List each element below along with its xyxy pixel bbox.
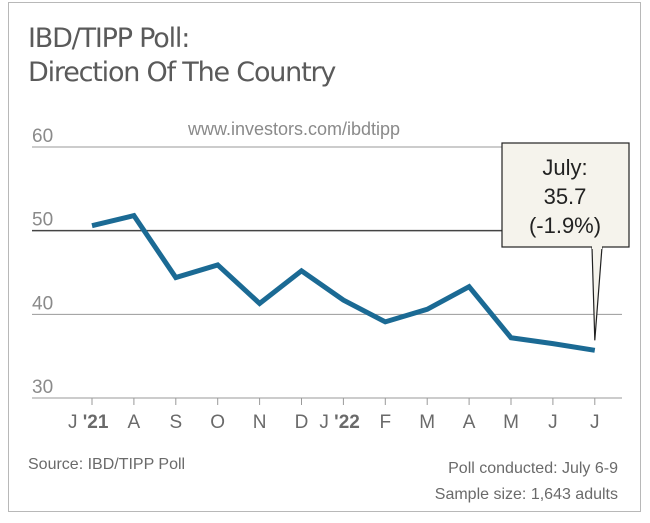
- source-note: Source: IBD/TIPP Poll: [28, 456, 186, 473]
- poll-conducted: Poll conducted: July 6-9: [448, 460, 618, 477]
- x-tick-label: J: [590, 412, 600, 433]
- annotation-callout: July: 35.7 (-1.9%): [501, 142, 630, 341]
- x-tick-label: S: [169, 412, 182, 433]
- callout-line-2: 35.7: [544, 184, 587, 209]
- y-tick-label: 50: [32, 210, 53, 231]
- x-tick-label: M: [419, 412, 435, 433]
- chart-frame: [8, 2, 641, 512]
- callout-line-1: July:: [542, 155, 587, 180]
- y-tick-label: 40: [32, 293, 53, 314]
- title-line-2: Direction Of The Country: [28, 57, 336, 88]
- x-tick-label: A: [463, 412, 476, 433]
- x-tick-label: D: [295, 412, 309, 433]
- poll-notes: Poll conducted: July 6-9 Sample size: 1,…: [435, 456, 618, 508]
- callout-box: [501, 142, 630, 248]
- x-tick-label: A: [128, 412, 141, 433]
- x-tick-label: O: [210, 412, 225, 433]
- title-line-1: IBD/TIPP Poll:: [28, 23, 190, 54]
- y-tick-label: 60: [32, 126, 53, 147]
- sample-size: Sample size: 1,643 adults: [434, 486, 618, 503]
- x-tick-label: J '21: [68, 412, 109, 433]
- watermark-url: www.investors.com/ibdtipp: [187, 119, 400, 139]
- x-tick-label: N: [253, 412, 267, 433]
- callout-pointer: [591, 246, 603, 341]
- x-tick-label: J '22: [319, 412, 359, 433]
- x-tick-label: J: [548, 412, 558, 433]
- callout-line-3: (-1.9%): [529, 213, 601, 238]
- x-tick-label: F: [379, 412, 391, 433]
- series-line: [91, 212, 596, 353]
- x-tick-label: M: [503, 412, 519, 433]
- y-tick-label: 30: [32, 377, 53, 398]
- chart-title: IBD/TIPP Poll: Direction Of The Country: [28, 22, 336, 90]
